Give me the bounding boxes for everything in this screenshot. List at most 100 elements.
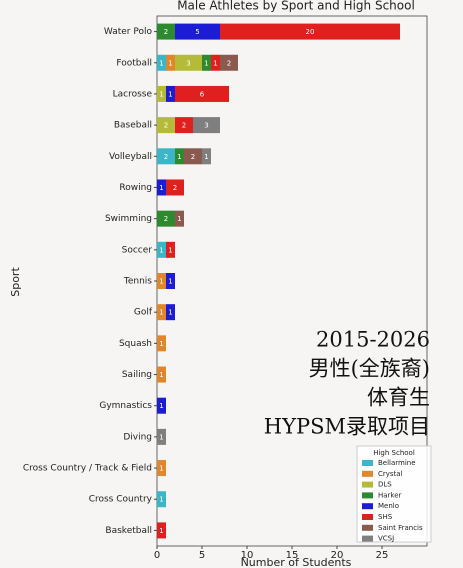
bar-segment [175, 117, 193, 134]
bar-segment [157, 366, 166, 383]
x-tick-label: 20 [331, 550, 344, 561]
bar-segment [157, 335, 166, 352]
data-label: 1 [213, 59, 217, 67]
data-label: 6 [200, 90, 205, 98]
bar-segment [166, 304, 175, 321]
data-label: 1 [159, 527, 163, 535]
y-tick-label: Golf [134, 308, 153, 318]
y-tick-label: Gymnastics [99, 401, 152, 411]
data-label: 1 [204, 59, 208, 67]
data-label: 3 [186, 59, 190, 67]
bar-segment [157, 491, 166, 508]
legend-label: Menlo [378, 502, 399, 510]
data-label: 1 [168, 59, 172, 67]
legend-swatch [362, 503, 373, 510]
legend-label: Harker [378, 491, 402, 499]
data-label: 1 [159, 90, 163, 98]
bar-segment [157, 54, 166, 71]
data-label: 1 [177, 215, 181, 223]
y-tick-label: Lacrosse [113, 89, 153, 99]
bar-segment [157, 241, 166, 258]
bar-segment [184, 148, 202, 165]
bar-segment [157, 460, 166, 477]
x-tick-label: 15 [286, 550, 299, 561]
data-label: 2 [164, 215, 168, 223]
y-tick-label: Baseball [114, 121, 152, 131]
data-label: 1 [159, 59, 163, 67]
annotation-line: 体育生 [367, 386, 430, 410]
y-tick-label: Cross Country / Track & Field [23, 464, 152, 474]
data-label: 1 [159, 278, 163, 286]
legend-label: Bellarmine [378, 459, 416, 467]
annotation-line: 2015-2026 [316, 328, 430, 352]
bar-segment [157, 397, 166, 414]
data-label: 1 [159, 465, 163, 473]
legend-label: Crystal [378, 470, 403, 478]
data-label: 2 [164, 28, 168, 36]
bar-segment [157, 23, 175, 40]
data-label: 1 [159, 402, 163, 410]
bar-segment [166, 273, 175, 289]
bar-segment [211, 54, 220, 71]
bar-segment [157, 117, 175, 134]
y-tick-label: Volleyball [109, 152, 152, 162]
annotation-line: 男性(全族裔) [309, 357, 430, 381]
data-label: 2 [164, 153, 168, 161]
bar-segment [175, 210, 184, 227]
y-tick-label: Basketball [105, 526, 152, 536]
data-label: 20 [306, 28, 315, 36]
data-label: 1 [159, 309, 163, 317]
bar-segment [157, 85, 166, 102]
chart-title: Male Athletes by Sport and High School [177, 0, 415, 13]
y-axis-label: Sport [9, 267, 22, 297]
bar-segment [166, 241, 175, 258]
legend-swatch [362, 481, 373, 488]
bar-segment [157, 273, 166, 289]
data-label: 3 [204, 122, 208, 130]
bar-segment [166, 54, 175, 71]
bar-segment [202, 148, 211, 165]
bar-segment [175, 54, 202, 71]
legend-title: High School [373, 449, 415, 457]
x-axis-label: Number of Students [241, 556, 352, 568]
y-tick-label: Sailing [122, 370, 152, 380]
legend-swatch [362, 514, 373, 520]
data-label: 1 [159, 340, 163, 348]
data-label: 2 [182, 122, 186, 130]
data-label: 1 [159, 246, 163, 254]
bar-segment [157, 179, 166, 196]
x-tick-label: 5 [199, 550, 205, 561]
bar-segment [175, 23, 220, 40]
legend-swatch [362, 460, 373, 466]
data-label: 5 [195, 28, 199, 36]
legend-label: Saint Francis [378, 524, 423, 532]
annotation-line: HYPSM录取项目 [264, 415, 430, 439]
bar-segment [157, 428, 166, 445]
y-tick-label: Water Polo [104, 27, 153, 37]
data-label: 2 [164, 122, 168, 130]
legend-swatch [362, 535, 373, 542]
y-tick-label: Diving [123, 432, 152, 442]
data-label: 1 [159, 433, 163, 441]
data-label: 1 [159, 496, 163, 504]
data-label: 2 [191, 153, 195, 161]
y-tick-label: Rowing [119, 183, 152, 193]
legend-label: VCSJ [378, 535, 394, 543]
legend-label: DLS [378, 481, 392, 489]
legend: High School Bellarmine Crystal DLS Harker Me… [356, 445, 432, 543]
y-tick-label: Tennis [123, 277, 152, 287]
bar-segment [202, 54, 211, 71]
bar-segment [157, 148, 175, 165]
data-label: 2 [173, 184, 177, 192]
y-tick-label: Soccer [122, 245, 153, 255]
data-label: 1 [168, 90, 172, 98]
y-tick-label: Football [116, 58, 152, 68]
x-tick-label: 25 [376, 550, 389, 561]
bar-segment [175, 148, 184, 165]
bar-segment [157, 522, 166, 539]
y-tick-label: Cross Country [89, 495, 153, 505]
y-tick-label: Swimming [105, 214, 152, 224]
bar-segment [157, 304, 166, 321]
bar-segment [220, 23, 400, 40]
data-label: 1 [177, 153, 181, 161]
